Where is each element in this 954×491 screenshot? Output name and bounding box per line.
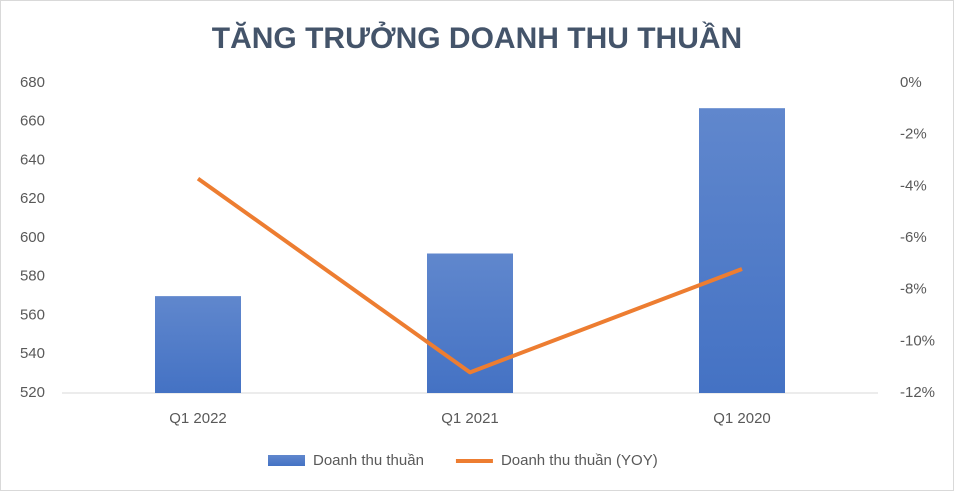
y2-tick-label: -2% (900, 126, 927, 143)
x-tick-label: Q1 2022 (169, 410, 227, 427)
y2-tick-label: -12% (900, 384, 935, 401)
y2-tick-label: -8% (900, 281, 927, 298)
bar (699, 108, 785, 393)
y-tick-label: 520 (20, 384, 45, 401)
y-tick-label: 600 (20, 229, 45, 246)
bar (155, 296, 241, 393)
y2-tick-label: -6% (900, 229, 927, 246)
y-tick-label: 560 (20, 306, 45, 323)
y-tick-label: 660 (20, 113, 45, 130)
legend-swatch (268, 455, 305, 466)
y-tick-label: 540 (20, 345, 45, 362)
bar (427, 253, 513, 393)
y2-tick-label: -4% (900, 177, 927, 194)
line (196, 176, 743, 375)
x-tick-label: Q1 2021 (441, 410, 499, 427)
y-tick-label: 620 (20, 190, 45, 207)
x-tick-label: Q1 2020 (713, 410, 771, 427)
y2-tick-label: 0% (900, 74, 922, 91)
legend-label: Doanh thu thuần (313, 452, 424, 469)
legend-label: Doanh thu thuần (YOY) (501, 452, 658, 469)
y-tick-label: 640 (20, 151, 45, 168)
y-tick-label: 680 (20, 74, 45, 91)
y-tick-label: 580 (20, 268, 45, 285)
chart-title: TĂNG TRƯỞNG DOANH THU THUẦN (212, 21, 742, 55)
y2-tick-label: -10% (900, 332, 935, 349)
